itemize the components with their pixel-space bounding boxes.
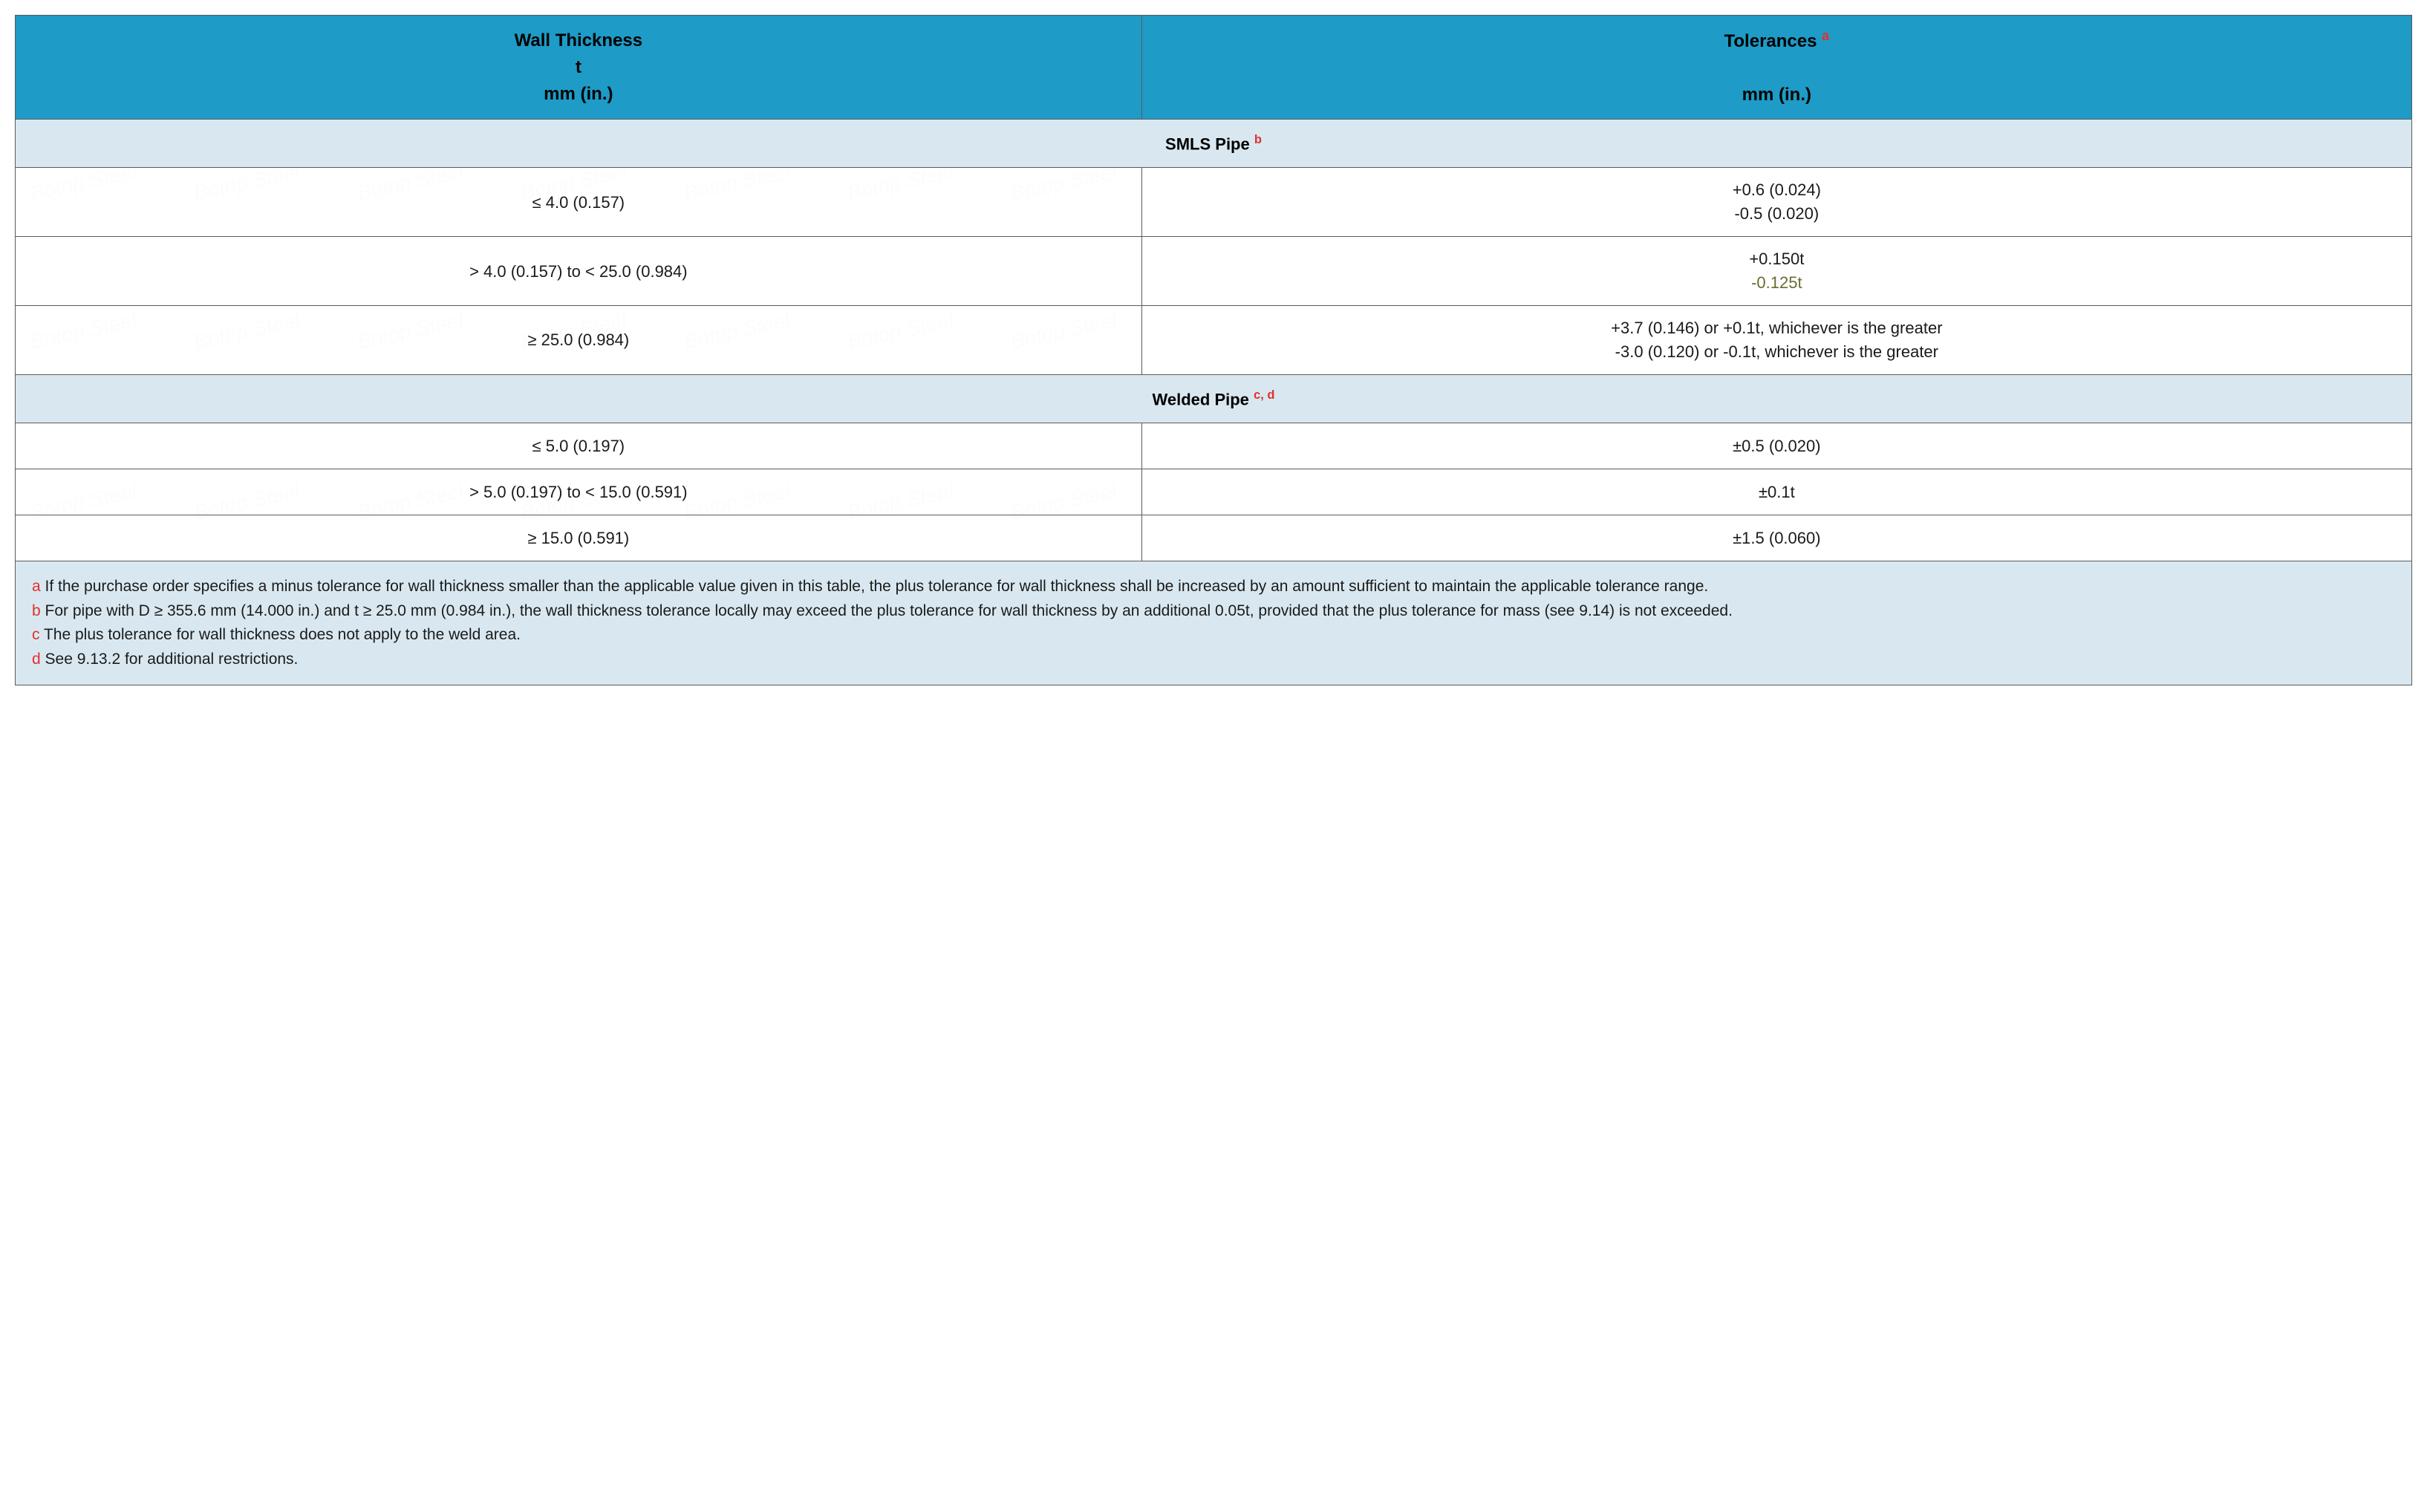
section-row: Welded Pipe c, d [16, 374, 2412, 423]
thickness-cell: ≤ 5.0 (0.197) [16, 423, 1142, 469]
note-key: c [32, 626, 40, 643]
tolerance-line: ±0.5 (0.020) [1733, 437, 1820, 455]
section-header: SMLS Pipe b [16, 120, 2412, 168]
table-row: > 4.0 (0.157) to < 25.0 (0.984) +0.150t -0… [16, 237, 2412, 306]
col-header-l1: Wall Thickness [515, 30, 643, 50]
note-text: The plus tolerance for wall thickness do… [44, 626, 521, 643]
thickness-cell: > 5.0 (0.197) to < 15.0 (0.591) [16, 469, 1142, 515]
thickness-cell: ≥ 25.0 (0.984) [16, 305, 1142, 374]
thickness-cell: ≤ 4.0 (0.157) [16, 168, 1142, 237]
col-header-tol-l3: mm (in.) [1742, 85, 1811, 105]
tolerance-line: -0.5 (0.020) [1734, 204, 1819, 223]
table-body: SMLS Pipe b≤ 4.0 (0.157)+0.6 (0.024)-0.5… [16, 120, 2412, 685]
section-title: SMLS Pipe [1165, 134, 1250, 153]
col-header-thickness: Wall Thickness t mm (in.) [16, 16, 1142, 120]
tolerance-cell: +0.150t -0.125t [1141, 237, 2411, 306]
tolerance-cell: +0.6 (0.024) -0.5 (0.020) [1141, 168, 2411, 237]
col-header-l2: t [576, 57, 581, 77]
section-title: Welded Pipe [1153, 390, 1249, 408]
table-row: > 5.0 (0.197) to < 15.0 (0.591) ±0.1t [16, 469, 2412, 515]
tolerance-line-olive: -0.125t [1751, 273, 1802, 292]
tolerance-cell: ±1.5 (0.060) [1141, 515, 2411, 561]
section-sup: b [1254, 133, 1262, 146]
tolerance-line: +0.6 (0.024) [1733, 180, 1821, 199]
col-header-tol-l1: Tolerances [1724, 31, 1817, 51]
section-header: Welded Pipe c, d [16, 374, 2412, 423]
notes-row: a If the purchase order specifies a minu… [16, 561, 2412, 685]
tolerance-cell: ±0.5 (0.020) [1141, 423, 2411, 469]
tolerance-cell: ±0.1t [1141, 469, 2411, 515]
table-row: ≤ 5.0 (0.197) ±0.5 (0.020) [16, 423, 2412, 469]
note-key: d [32, 651, 41, 668]
note-key: b [32, 602, 41, 619]
tolerance-line: +0.150t [1749, 250, 1804, 268]
section-row: SMLS Pipe b [16, 120, 2412, 168]
notes-cell: a If the purchase order specifies a minu… [16, 561, 2412, 685]
tolerance-line: ±1.5 (0.060) [1733, 529, 1820, 547]
note-text: If the purchase order specifies a minus … [45, 578, 1709, 595]
table-row: ≥ 15.0 (0.591) ±1.5 (0.060) [16, 515, 2412, 561]
thickness-cell: ≥ 15.0 (0.591) [16, 515, 1142, 561]
note-text: For pipe with D ≥ 355.6 mm (14.000 in.) … [45, 602, 1733, 619]
tolerance-line: ±0.1t [1759, 483, 1795, 501]
thickness-cell: > 4.0 (0.157) to < 25.0 (0.984) [16, 237, 1142, 306]
note-key: a [32, 578, 41, 595]
tolerance-cell: +3.7 (0.146) or +0.1t, whichever is the … [1141, 305, 2411, 374]
col-header-l3: mm (in.) [544, 84, 613, 104]
col-header-tolerances: Tolerances a mm (in.) [1141, 16, 2411, 120]
tolerance-line: -3.0 (0.120) or -0.1t, whichever is the … [1615, 342, 1938, 361]
tolerances-table: Wall Thickness t mm (in.) Tolerances a m… [15, 15, 2412, 685]
section-sup: c, d [1254, 388, 1274, 402]
tolerance-line: +3.7 (0.146) or +0.1t, whichever is the … [1611, 319, 1942, 337]
header-row: Wall Thickness t mm (in.) Tolerances a m… [16, 16, 2412, 120]
table-row: ≤ 4.0 (0.157) +0.6 (0.024) -0.5 (0.020) [16, 168, 2412, 237]
table-row: ≥ 25.0 (0.984) +3.7 (0.146) or +0.1t, whi… [16, 305, 2412, 374]
note-text: See 9.13.2 for additional restrictions. [45, 651, 299, 668]
col-header-tol-sup: a [1822, 28, 1829, 43]
